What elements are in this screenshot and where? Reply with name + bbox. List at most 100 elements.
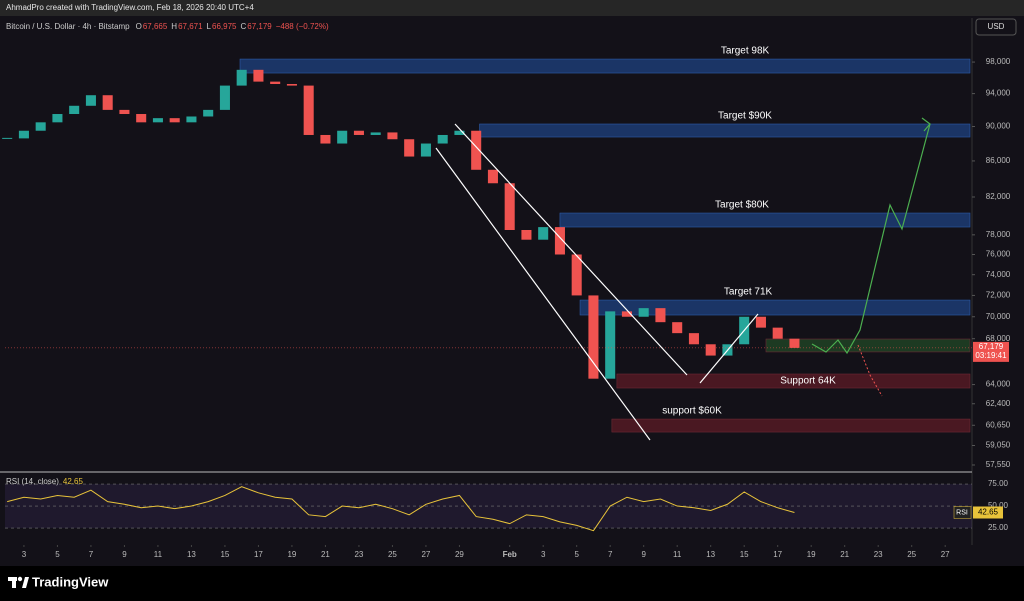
rsi-badge: RSI xyxy=(956,509,968,516)
candle xyxy=(35,122,46,131)
candle xyxy=(169,118,180,123)
channel-lower xyxy=(435,147,651,441)
brand: TradingView xyxy=(32,574,109,589)
x-tick-label: 23 xyxy=(354,550,363,559)
bearish-projection xyxy=(857,344,883,397)
ohlc-key: L xyxy=(207,22,212,31)
x-tick-label: 15 xyxy=(220,550,229,559)
x-tick-label: 15 xyxy=(740,550,749,559)
rsi-value: 42.65 xyxy=(63,477,84,486)
drawings xyxy=(435,123,759,441)
y-tick-label: 72,000 xyxy=(986,291,1011,300)
x-tick-label: 5 xyxy=(55,550,60,559)
header-text: AhmadPro created with TradingView.com, F… xyxy=(6,3,254,12)
candle xyxy=(253,69,264,82)
x-tick-label: 25 xyxy=(907,550,916,559)
candle xyxy=(404,139,415,157)
candle xyxy=(688,333,699,345)
zone-label: support $60K xyxy=(662,406,722,417)
candle xyxy=(387,132,398,140)
candle xyxy=(270,81,281,85)
currency-button[interactable] xyxy=(975,18,1017,36)
logo-part xyxy=(17,576,23,582)
x-tick-label: 17 xyxy=(773,550,782,559)
channel-upper xyxy=(454,123,688,376)
candle xyxy=(236,69,247,86)
x-tick-label: 27 xyxy=(421,550,430,559)
x-tick-label: 7 xyxy=(89,550,94,559)
x-tick-label: 17 xyxy=(254,550,263,559)
y-tick-label: 76,000 xyxy=(986,250,1011,259)
candle xyxy=(186,116,197,123)
arrow-head xyxy=(921,117,931,132)
symbol-line: Bitcoin / U.S. Dollar · 4h · Bitstamp O 67… xyxy=(6,22,329,31)
candle xyxy=(588,295,599,379)
ohlc-value: 66,975 xyxy=(212,22,237,31)
candle xyxy=(219,85,230,110)
zone-label: Target 71K xyxy=(724,287,773,298)
candle xyxy=(353,130,364,135)
trend-line xyxy=(699,313,759,384)
y-tick-label: 90,000 xyxy=(986,122,1011,131)
x-tick-label: 27 xyxy=(941,550,950,559)
logo-part xyxy=(22,577,29,588)
zone xyxy=(765,338,971,353)
x-tick-label: 21 xyxy=(321,550,330,559)
y-tick-label: 94,000 xyxy=(986,89,1011,98)
candle xyxy=(605,311,616,379)
x-tick-label: 9 xyxy=(641,550,646,559)
y-tick-label: 68,000 xyxy=(986,334,1011,343)
candle xyxy=(286,84,297,86)
x-tick-label: Feb xyxy=(503,550,517,559)
currency[interactable]: USD xyxy=(988,22,1005,31)
tv-logo xyxy=(8,576,29,588)
y-tick-label: 82,000 xyxy=(986,192,1011,201)
zones: Target 98K Target $90K Target $80K Target 7… xyxy=(239,46,971,433)
candle xyxy=(521,230,532,240)
candle xyxy=(471,130,482,170)
candle xyxy=(538,227,549,240)
candle xyxy=(672,322,683,334)
candle xyxy=(571,254,582,296)
y-tick-label: 57,550 xyxy=(986,460,1011,469)
zone-label: Target $90K xyxy=(718,111,772,122)
candle xyxy=(504,183,515,231)
candle xyxy=(69,105,80,115)
candle xyxy=(420,143,431,157)
price-badge xyxy=(973,341,1009,362)
candle xyxy=(487,169,498,184)
candle xyxy=(554,227,565,255)
candle xyxy=(119,109,130,115)
candle xyxy=(203,109,214,117)
rsi-last: 42.65 xyxy=(978,508,999,517)
chart-background xyxy=(0,0,1024,566)
zone xyxy=(579,299,971,316)
y-tick-label: 78,000 xyxy=(986,230,1011,239)
zone-label: Target 98K xyxy=(721,46,770,57)
candle xyxy=(136,114,147,123)
zone-label: Support 64K xyxy=(780,376,836,387)
y-tick-label: 70,000 xyxy=(986,312,1011,321)
zone xyxy=(239,58,971,74)
y-tick-label: 74,000 xyxy=(986,270,1011,279)
y-tick-label: 62,400 xyxy=(986,399,1011,408)
candle xyxy=(152,118,163,123)
candle xyxy=(705,344,716,356)
x-tick-label: 25 xyxy=(388,550,397,559)
x-tick-label: 11 xyxy=(673,550,682,559)
rsi-tick-label: 75.00 xyxy=(988,479,1009,488)
candle xyxy=(789,338,800,348)
candle xyxy=(52,114,63,123)
candle xyxy=(370,132,381,135)
header-bar xyxy=(0,0,1024,16)
x-tick-label: 19 xyxy=(287,550,296,559)
x-tick-label: 3 xyxy=(22,550,27,559)
x-tick-label: 11 xyxy=(154,550,163,559)
x-tick-label: 21 xyxy=(840,550,849,559)
rsi-pane: 75.00 50.00 25.00 RSI (14, close) 42.65 RSI 42… xyxy=(5,477,1009,532)
y-tick-label: 98,000 xyxy=(986,57,1011,66)
x-tick-label: 19 xyxy=(807,550,816,559)
candle xyxy=(638,308,649,317)
